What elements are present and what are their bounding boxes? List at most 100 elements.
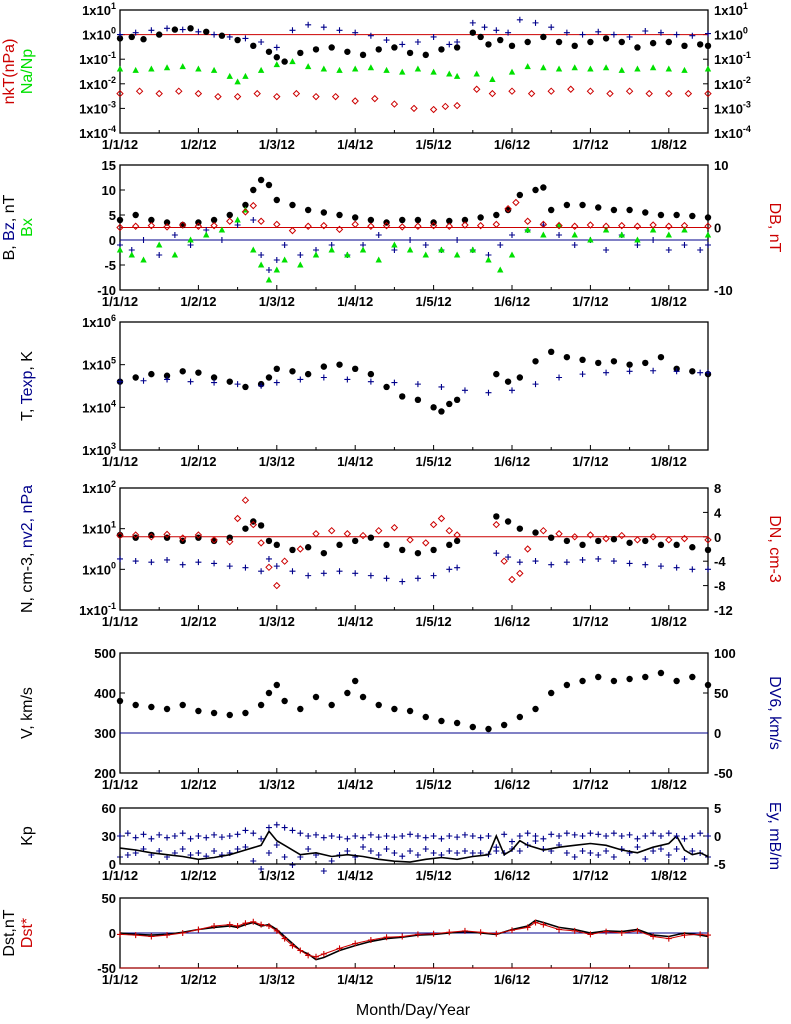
data-point: [312, 251, 320, 258]
data-point: [116, 35, 124, 42]
data-point: [179, 221, 187, 229]
series-line: [119, 919, 709, 961]
data-point: [626, 368, 633, 375]
x-tick-label: 1/4/12: [337, 137, 373, 152]
data-point: [657, 211, 665, 219]
data-point: [689, 673, 696, 681]
data-point: [516, 848, 523, 854]
data-point: [603, 848, 610, 854]
data-point: [610, 206, 618, 214]
data-point: [649, 64, 657, 71]
data-point: [634, 927, 641, 934]
x-tick-label: 1/5/12: [416, 614, 452, 629]
data-point: [461, 221, 469, 229]
data-point: [454, 237, 461, 243]
data-point: [650, 848, 657, 854]
data-point: [512, 198, 520, 207]
data-point: [273, 541, 280, 549]
data-point: [696, 41, 704, 48]
data-point: [649, 221, 657, 229]
data-point: [179, 561, 186, 568]
data-point: [579, 201, 586, 209]
data-point: [595, 852, 602, 858]
data-point: [148, 65, 155, 72]
left-axis-label: N, cm-3, nv2, nPa: [19, 485, 36, 613]
data-point: [446, 541, 453, 549]
data-point: [399, 578, 406, 585]
data-point: [163, 219, 171, 226]
y-right-tick-label: 4: [714, 505, 722, 520]
data-point: [610, 358, 618, 365]
data-point: [175, 87, 183, 95]
x-tick-label: 1/6/12: [494, 294, 530, 309]
data-point: [242, 201, 249, 209]
data-point: [704, 222, 712, 230]
data-point: [634, 236, 641, 243]
y-tick-label: 1x104: [82, 398, 116, 415]
data-point: [131, 531, 140, 539]
data-point: [124, 830, 131, 837]
data-point: [281, 256, 288, 263]
data-point: [563, 681, 571, 689]
data-point: [571, 533, 579, 541]
data-point: [226, 378, 233, 385]
y-right-tick-label: 1x101: [714, 1, 748, 18]
data-point: [187, 242, 194, 248]
data-point: [430, 572, 437, 579]
series-nanp: [116, 58, 712, 85]
left-axis-label: Bx: [19, 218, 36, 237]
data-point: [422, 834, 429, 841]
data-point: [673, 833, 680, 839]
data-point: [179, 63, 186, 70]
data-point: [454, 39, 461, 46]
data-point: [414, 575, 421, 582]
data-point: [211, 31, 218, 38]
data-point: [540, 231, 547, 238]
data-point: [124, 852, 131, 858]
data-point: [508, 87, 516, 95]
data-point: [242, 564, 249, 571]
series-line: [119, 921, 709, 958]
data-point: [289, 862, 296, 868]
data-point: [398, 223, 406, 231]
data-point: [540, 184, 547, 191]
data-point: [587, 830, 594, 837]
data-point: [273, 54, 280, 61]
x-tick-label: 1/1/12: [102, 294, 138, 309]
data-point: [532, 19, 539, 26]
data-point: [446, 833, 453, 839]
data-point: [250, 186, 257, 194]
data-point: [441, 102, 450, 111]
data-point: [516, 569, 524, 578]
data-point: [445, 222, 453, 230]
data-point: [375, 526, 383, 535]
y-right-tick-label: -50: [714, 766, 733, 781]
data-point: [148, 835, 155, 842]
data-point: [595, 555, 602, 562]
data-point: [406, 49, 414, 57]
data-point: [234, 36, 241, 44]
data-point: [532, 186, 539, 194]
data-point: [218, 32, 226, 39]
data-point: [680, 221, 689, 230]
data-point: [305, 21, 312, 28]
data-point: [579, 848, 586, 854]
data-point: [625, 87, 634, 95]
data-point: [399, 933, 406, 940]
data-point: [242, 827, 249, 834]
data-point: [187, 25, 194, 32]
data-point: [547, 87, 555, 95]
data-point: [430, 546, 437, 554]
data-point: [328, 44, 335, 51]
data-point: [391, 705, 398, 713]
data-point: [265, 563, 273, 572]
series-Bx: [116, 206, 712, 283]
data-point: [587, 236, 594, 243]
data-point: [375, 852, 382, 858]
data-point: [132, 834, 139, 841]
data-point: [665, 935, 672, 942]
data-point: [179, 368, 186, 375]
x-tick-label: 1/8/12: [651, 972, 687, 987]
data-point: [265, 48, 273, 55]
data-point: [414, 396, 422, 404]
